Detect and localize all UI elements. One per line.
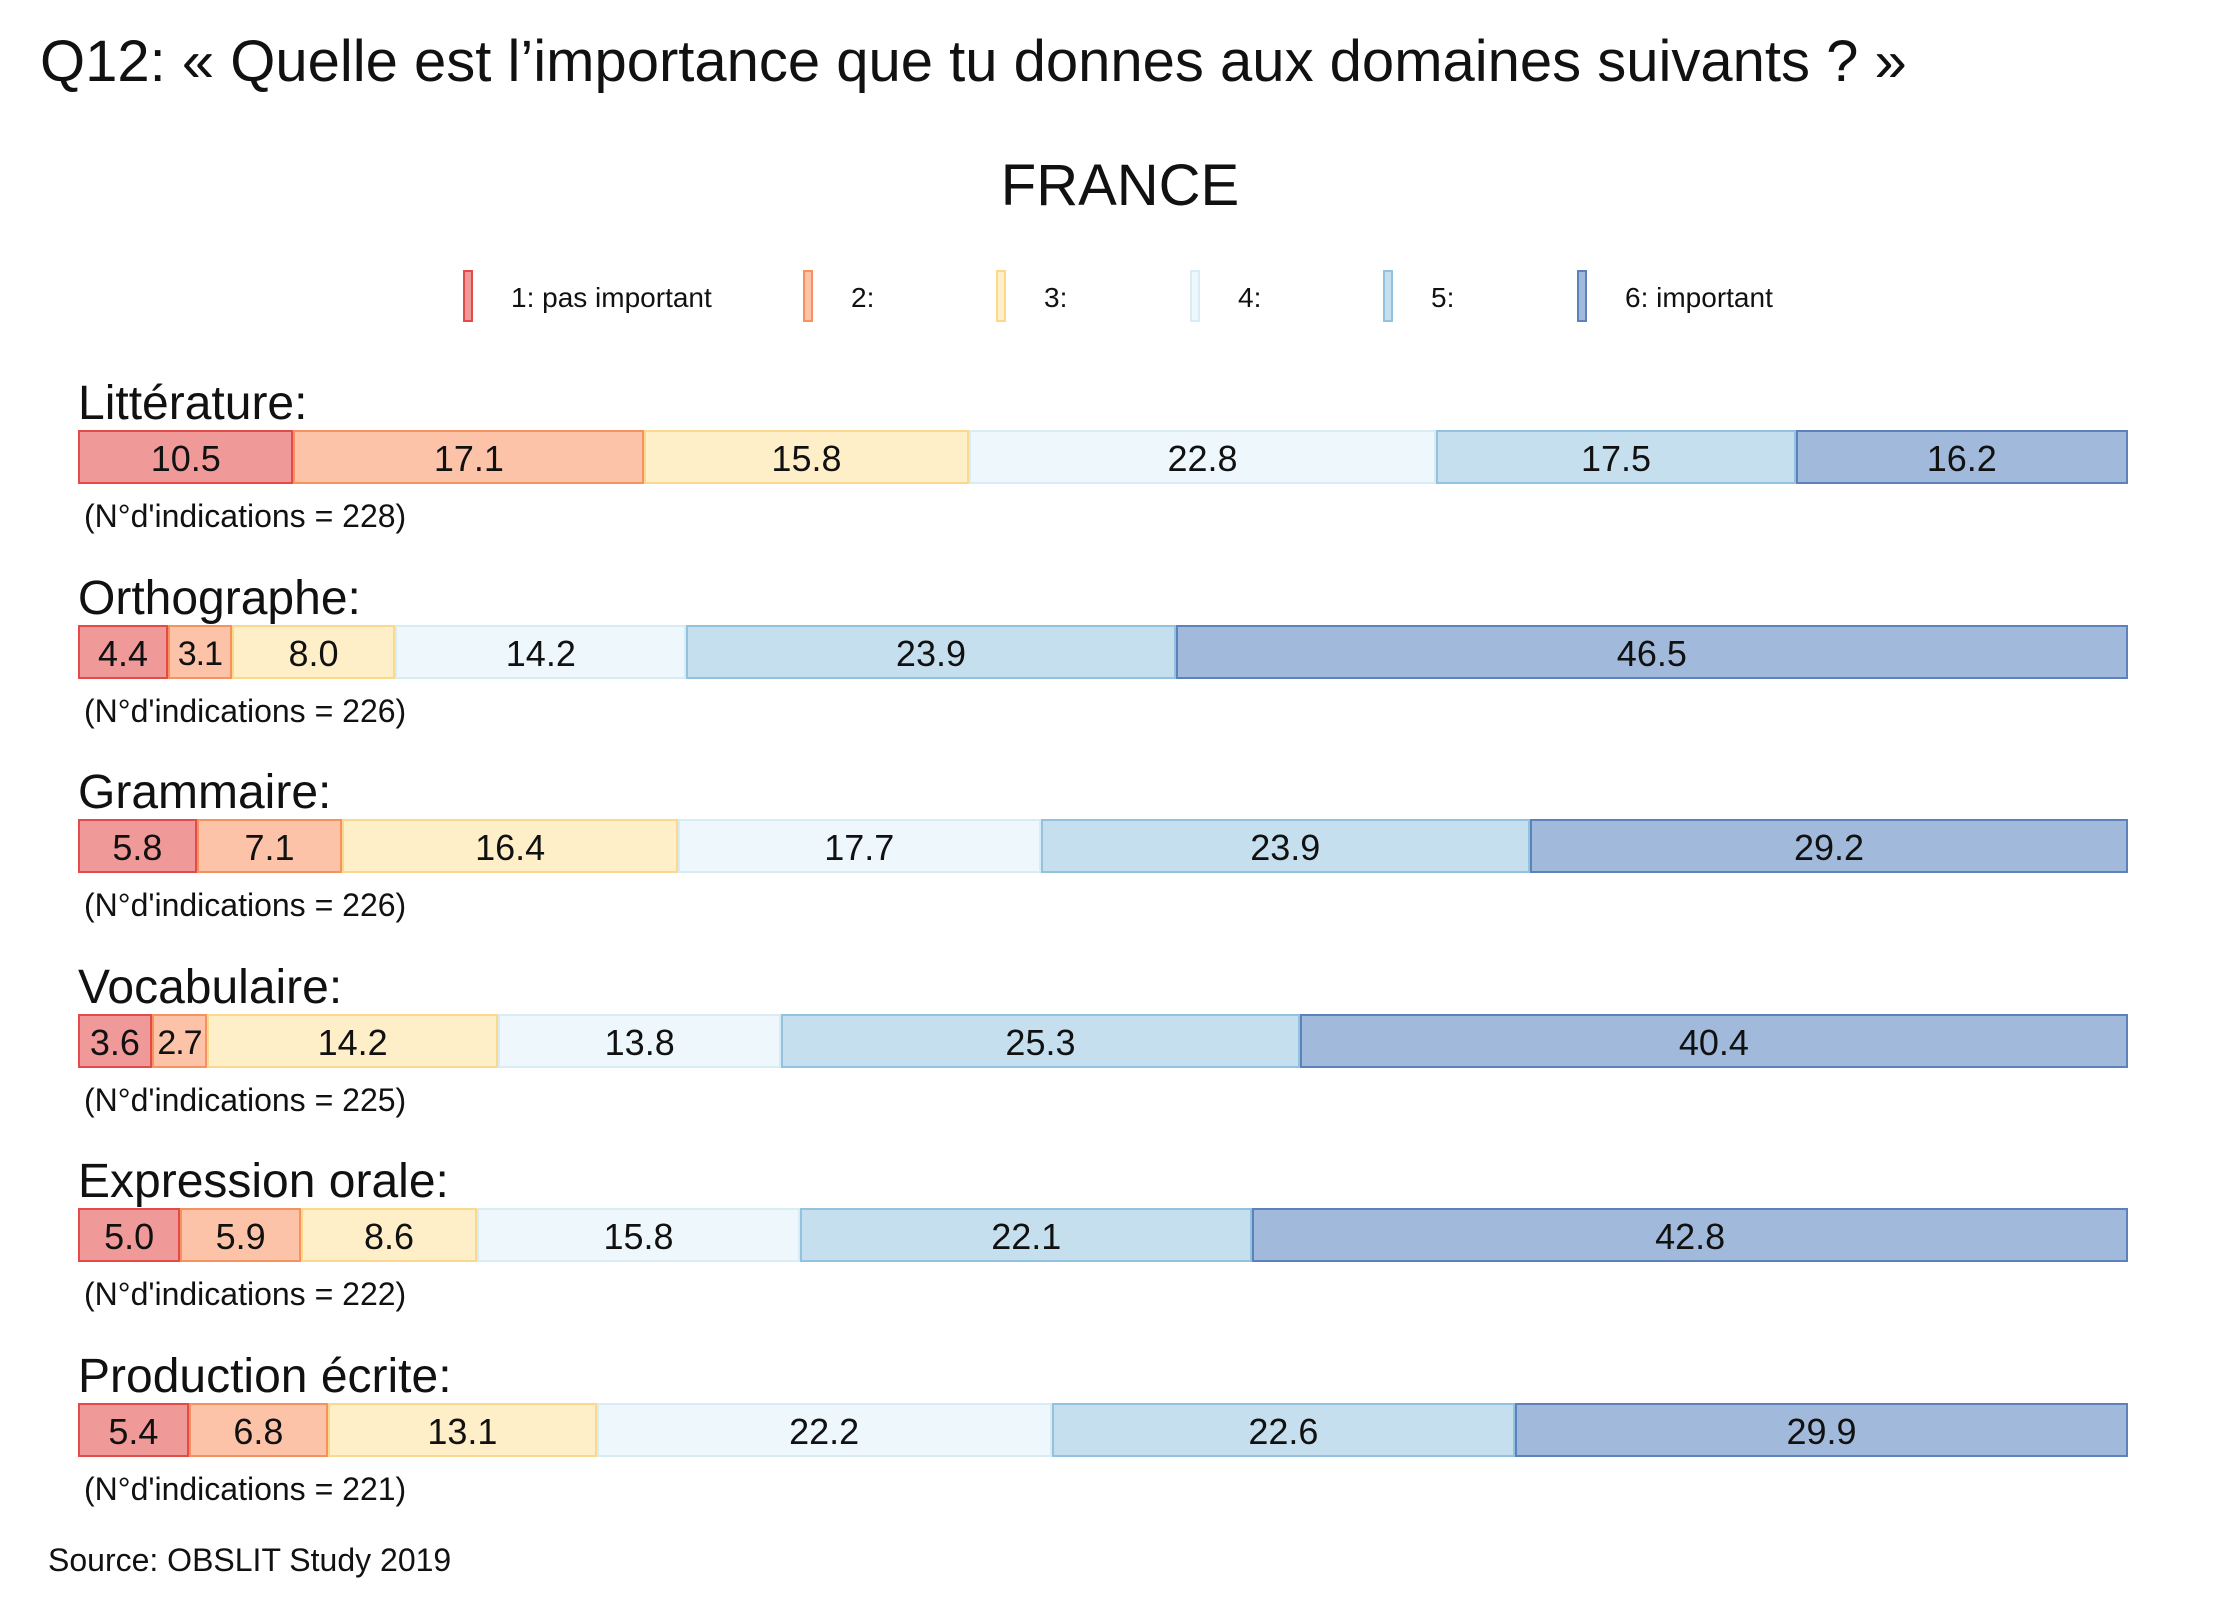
chart-title: Q12: « Quelle est l’importance que tu do… <box>40 29 1907 94</box>
row-label: Grammaire: <box>78 766 332 820</box>
legend-label: 2: <box>851 282 875 313</box>
bar-segment: 15.8 <box>644 430 969 484</box>
row-count: (N°d'indications = 228) <box>84 498 407 534</box>
bar-segment: 15.8 <box>476 1208 801 1263</box>
bar-segment: 10.5 <box>78 430 294 484</box>
bar-segment: 5.4 <box>78 1403 189 1457</box>
row-count: (N°d'indications = 222) <box>84 1276 407 1313</box>
bar-segment: 17.1 <box>293 430 645 484</box>
bar-segment: 5.0 <box>78 1208 181 1263</box>
bar-segment: 8.0 <box>231 624 396 679</box>
bar-segment: 14.2 <box>395 624 687 679</box>
row-label: Orthographe: <box>78 571 361 625</box>
bar-segment: 23.9 <box>1040 819 1530 874</box>
bar-segment: 17.7 <box>678 819 1041 874</box>
legend-swatch <box>1577 270 1587 322</box>
bar-segment: 40.4 <box>1299 1013 2128 1068</box>
bar-segment: 5.8 <box>78 819 197 874</box>
legend: 1: pas important 2: 3: 4: 5: 6: important <box>0 268 2216 328</box>
stacked-bar: 10.5 17.1 15.8 22.8 17.5 16.2 <box>78 430 2128 484</box>
source-note: Source: OBSLIT Study 2019 <box>48 1542 452 1578</box>
row-label: Vocabulaire: <box>78 960 343 1014</box>
bar-segment: 3.6 <box>78 1013 152 1068</box>
bar-segment: 3.1 <box>168 624 232 679</box>
legend-swatch <box>1383 270 1393 322</box>
stacked-bar: 5.8 7.1 16.4 17.7 23.9 29.2 <box>78 819 2128 874</box>
bar-segment: 22.8 <box>968 430 1437 484</box>
bar-segment: 8.6 <box>301 1208 477 1263</box>
bar-segment: 13.8 <box>498 1013 782 1068</box>
legend-label: 5: <box>1431 282 1455 313</box>
bar-segment: 42.8 <box>1252 1208 2128 1263</box>
row-label: Expression orale: <box>78 1155 449 1209</box>
row-label: Production écrite: <box>78 1350 452 1403</box>
legend-label: 6: important <box>1625 282 1773 313</box>
stacked-bar: 5.4 6.8 13.1 22.2 22.6 29.9 <box>78 1403 2128 1457</box>
legend-label: 3: <box>1044 282 1068 313</box>
chart-subtitle: FRANCE <box>1000 153 1240 218</box>
stacked-bar: 5.0 5.9 8.6 15.8 22.1 42.8 <box>78 1208 2128 1263</box>
legend-swatch <box>803 270 813 322</box>
legend-label: 4: <box>1238 282 1262 313</box>
bar-segment: 29.9 <box>1515 1403 2128 1457</box>
bar-segment: 16.4 <box>342 819 679 874</box>
bar-segment: 22.6 <box>1051 1403 1516 1457</box>
bar-segment: 22.1 <box>800 1208 1253 1263</box>
row-count: (N°d'indications = 226) <box>84 887 407 924</box>
bar-segment: 2.7 <box>151 1013 208 1068</box>
bar-segment: 22.2 <box>596 1403 1052 1457</box>
row-label: Littérature: <box>78 377 308 430</box>
legend-swatch <box>463 270 473 322</box>
bar-segment: 7.1 <box>196 819 343 874</box>
stacked-bar: 4.4 3.1 8.0 14.2 23.9 46.5 <box>78 624 2128 679</box>
bar-segment: 4.4 <box>78 624 169 679</box>
bar-segment: 29.2 <box>1529 819 2128 874</box>
stacked-bar: 3.6 2.7 14.2 13.8 25.3 40.4 <box>78 1013 2128 1068</box>
bar-segment: 17.5 <box>1436 430 1796 484</box>
legend-label: 1: pas important <box>511 282 712 313</box>
bar-segment: 14.2 <box>207 1013 499 1068</box>
bar-segment: 23.9 <box>686 624 1176 679</box>
row-count: (N°d'indications = 225) <box>84 1081 407 1118</box>
bar-segment: 6.8 <box>188 1403 329 1457</box>
row-count: (N°d'indications = 226) <box>84 692 407 729</box>
bar-segment: 13.1 <box>328 1403 597 1457</box>
bar-segment: 46.5 <box>1175 624 2128 679</box>
bar-segment: 5.9 <box>180 1208 301 1263</box>
bar-segment: 25.3 <box>781 1013 1300 1068</box>
legend-swatch <box>996 270 1006 322</box>
bar-segment: 16.2 <box>1795 430 2128 484</box>
legend-swatch <box>1190 270 1200 322</box>
row-count: (N°d'indications = 221) <box>84 1471 407 1507</box>
